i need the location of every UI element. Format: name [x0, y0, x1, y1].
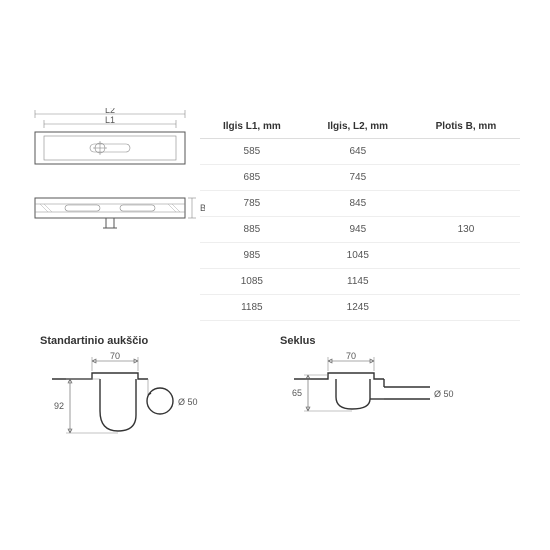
table-cell: 1145 [304, 269, 412, 295]
table-row: 885945130 [200, 217, 520, 243]
table-cell [412, 191, 520, 217]
drawing-top-view: L2 L1 [30, 108, 190, 176]
table-row: 11851245 [200, 295, 520, 321]
table-cell [412, 295, 520, 321]
table-cell: 130 [412, 217, 520, 243]
seklus-dia: Ø 50 [434, 389, 454, 399]
dim-l2: L2 [105, 108, 115, 115]
table-cell: 745 [304, 165, 412, 191]
table-row: 10851145 [200, 269, 520, 295]
table-cell: 1085 [200, 269, 304, 295]
drawing-side-view: B [30, 190, 205, 248]
col-b: Plotis B, mm [412, 115, 520, 139]
table-cell [412, 243, 520, 269]
col-l2: Ilgis, L2, mm [304, 115, 412, 139]
table-cell: 685 [200, 165, 304, 191]
dimensions-table: Ilgis L1, mm Ilgis, L2, mm Plotis B, mm … [200, 115, 520, 321]
table-row: 685745 [200, 165, 520, 191]
table-cell: 585 [200, 139, 304, 165]
table-cell: 945 [304, 217, 412, 243]
table-cell: 1045 [304, 243, 412, 269]
seklus-dim-h: 65 [292, 388, 302, 398]
std-dia: Ø 50 [178, 397, 198, 407]
table-cell: 845 [304, 191, 412, 217]
table-row: 785845 [200, 191, 520, 217]
table-cell [412, 269, 520, 295]
col-l1: Ilgis L1, mm [200, 115, 304, 139]
std-dim-h: 92 [54, 401, 64, 411]
seklus-title: Seklus [280, 335, 470, 347]
table-cell [412, 139, 520, 165]
table-cell: 645 [304, 139, 412, 165]
std-title: Standartinio aukščio [40, 335, 210, 347]
table-cell [412, 165, 520, 191]
table-cell: 885 [200, 217, 304, 243]
table-cell: 985 [200, 243, 304, 269]
std-dim-w: 70 [110, 351, 120, 361]
table-row: 585645 [200, 139, 520, 165]
table-cell: 785 [200, 191, 304, 217]
seklus-dim-w: 70 [346, 351, 356, 361]
table-cell: 1245 [304, 295, 412, 321]
dim-l1: L1 [105, 115, 115, 125]
section-seklus: Seklus 70 Ø 50 65 [280, 335, 470, 454]
table-row: 9851045 [200, 243, 520, 269]
section-std: Standartinio aukščio 70 Ø 50 92 [40, 335, 210, 464]
table-cell: 1185 [200, 295, 304, 321]
